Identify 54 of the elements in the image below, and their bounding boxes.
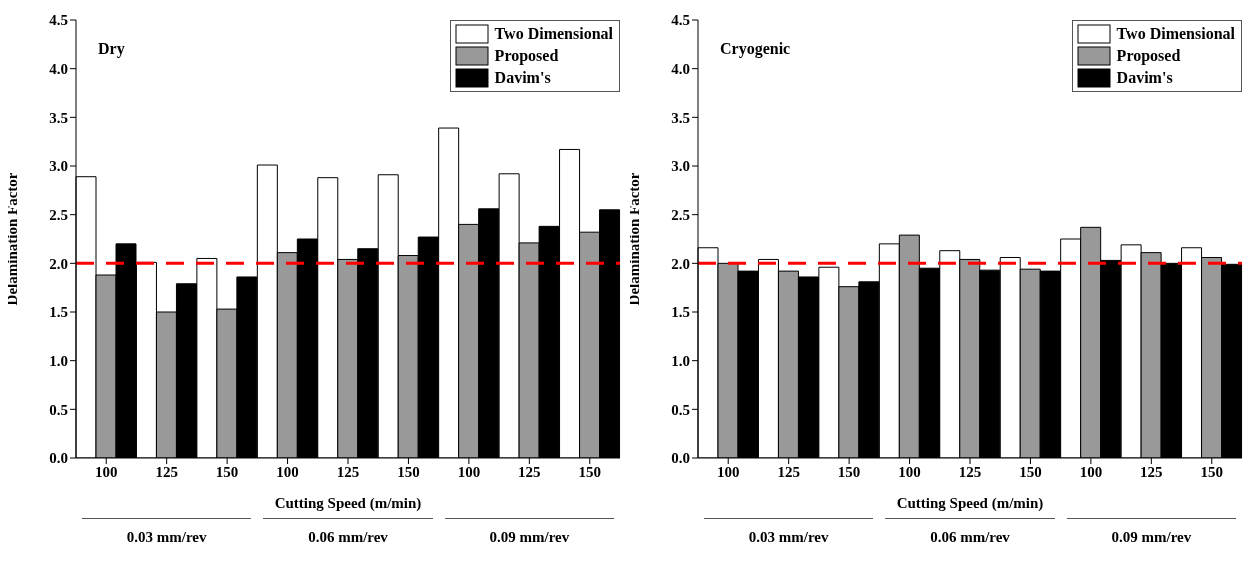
text: 0.03 mm/rev — [125, 529, 208, 546]
text: 0.06 mm/rev — [929, 529, 1011, 546]
x-tick-label: 125 — [1140, 463, 1163, 480]
legend-label: Proposed — [494, 46, 559, 67]
y-tick-label: 3.0 — [49, 158, 68, 175]
x-tick-label: 125 — [155, 463, 178, 480]
y-tick-label: 2.0 — [49, 255, 68, 272]
y-tick-label: 0.0 — [671, 450, 690, 467]
y-tick-label: 2.5 — [671, 206, 690, 223]
y-tick-label: 1.5 — [671, 304, 690, 321]
legend-label: Davim's — [1116, 68, 1173, 88]
legend-label: Two Dimensional — [1116, 24, 1235, 44]
y-tick-label: 1.0 — [671, 352, 690, 369]
legend-label: Proposed — [1116, 46, 1181, 67]
x-tick-label: 125 — [958, 463, 982, 480]
text: 0.03 mm/rev — [747, 529, 830, 546]
x-tick-label: 125 — [518, 463, 541, 480]
y-tick-label: 3.5 — [671, 109, 690, 126]
text: 0.06 mm/rev — [307, 529, 389, 546]
x-axis-title: Cutting Speed (m/min) — [896, 495, 1044, 512]
legend-label: Davim's — [494, 68, 551, 88]
y-tick-label: 3.0 — [671, 158, 690, 175]
x-tick-label: 100 — [898, 463, 921, 480]
y-tick-label: 2.5 — [49, 206, 68, 223]
x-tick-label: 150 — [837, 463, 861, 480]
y-tick-label: 4.5 — [49, 12, 68, 29]
text: 0.09 mm/rev — [488, 529, 571, 546]
y-tick-label: 2.0 — [671, 255, 690, 272]
y-tick-label: 4.0 — [671, 60, 690, 77]
x-tick-label: 150 — [1200, 463, 1224, 480]
y-tick-label: 4.5 — [671, 12, 690, 29]
y-tick-label: 3.5 — [49, 109, 68, 126]
text: Cryogenic — [720, 40, 791, 58]
y-tick-label: 0.0 — [49, 450, 68, 467]
y-tick-label: 1.0 — [49, 352, 68, 369]
x-axis-title: Cutting Speed (m/min) — [274, 495, 422, 512]
x-tick-label: 150 — [578, 463, 602, 480]
x-tick-label: 150 — [1019, 463, 1042, 480]
x-tick-label: 150 — [397, 463, 420, 480]
x-tick-label: 100 — [1079, 463, 1103, 480]
y-tick-label: 0.5 — [49, 401, 68, 418]
text: Dry — [98, 40, 125, 58]
y-tick-label: 4.0 — [49, 60, 68, 77]
x-tick-label: 125 — [336, 463, 360, 480]
legend-label: Two Dimensional — [494, 24, 613, 44]
x-tick-label: 150 — [215, 463, 239, 480]
x-tick-label: 100 — [457, 463, 481, 480]
y-tick-label: 1.5 — [49, 304, 68, 321]
x-tick-label: 125 — [777, 463, 800, 480]
x-tick-label: 100 — [716, 463, 740, 480]
text: 0.09 mm/rev — [1110, 529, 1193, 546]
x-tick-label: 100 — [276, 463, 299, 480]
y-tick-label: 0.5 — [671, 401, 690, 418]
x-tick-label: 100 — [94, 463, 118, 480]
